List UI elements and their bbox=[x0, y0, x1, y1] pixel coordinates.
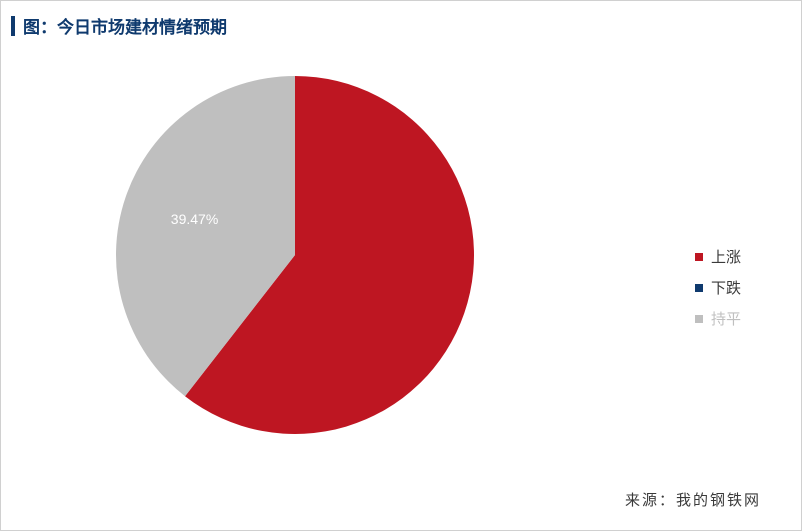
chart-title: 图：今日市场建材情绪预期 bbox=[23, 13, 227, 38]
chart-area: 39.47% 上涨下跌持平 bbox=[1, 46, 801, 476]
legend-item-下跌: 下跌 bbox=[695, 277, 741, 298]
legend-marker-icon bbox=[695, 253, 703, 261]
pie-svg bbox=[116, 76, 474, 434]
source-line: 来源：我的钢铁网 bbox=[625, 489, 761, 510]
legend-marker-icon bbox=[695, 315, 703, 323]
pie-slice-label-持平: 39.47% bbox=[171, 211, 218, 227]
source-prefix: 来源： bbox=[625, 492, 676, 509]
source-name: 我的钢铁网 bbox=[676, 492, 761, 509]
legend-label: 持平 bbox=[711, 308, 741, 329]
legend-label: 下跌 bbox=[711, 277, 741, 298]
legend: 上涨下跌持平 bbox=[695, 246, 741, 329]
title-marker bbox=[11, 16, 15, 36]
legend-item-持平: 持平 bbox=[695, 308, 741, 329]
legend-item-上涨: 上涨 bbox=[695, 246, 741, 267]
pie-chart: 39.47% bbox=[116, 76, 474, 434]
legend-marker-icon bbox=[695, 284, 703, 292]
title-bar: 图：今日市场建材情绪预期 bbox=[1, 1, 801, 46]
legend-label: 上涨 bbox=[711, 246, 741, 267]
